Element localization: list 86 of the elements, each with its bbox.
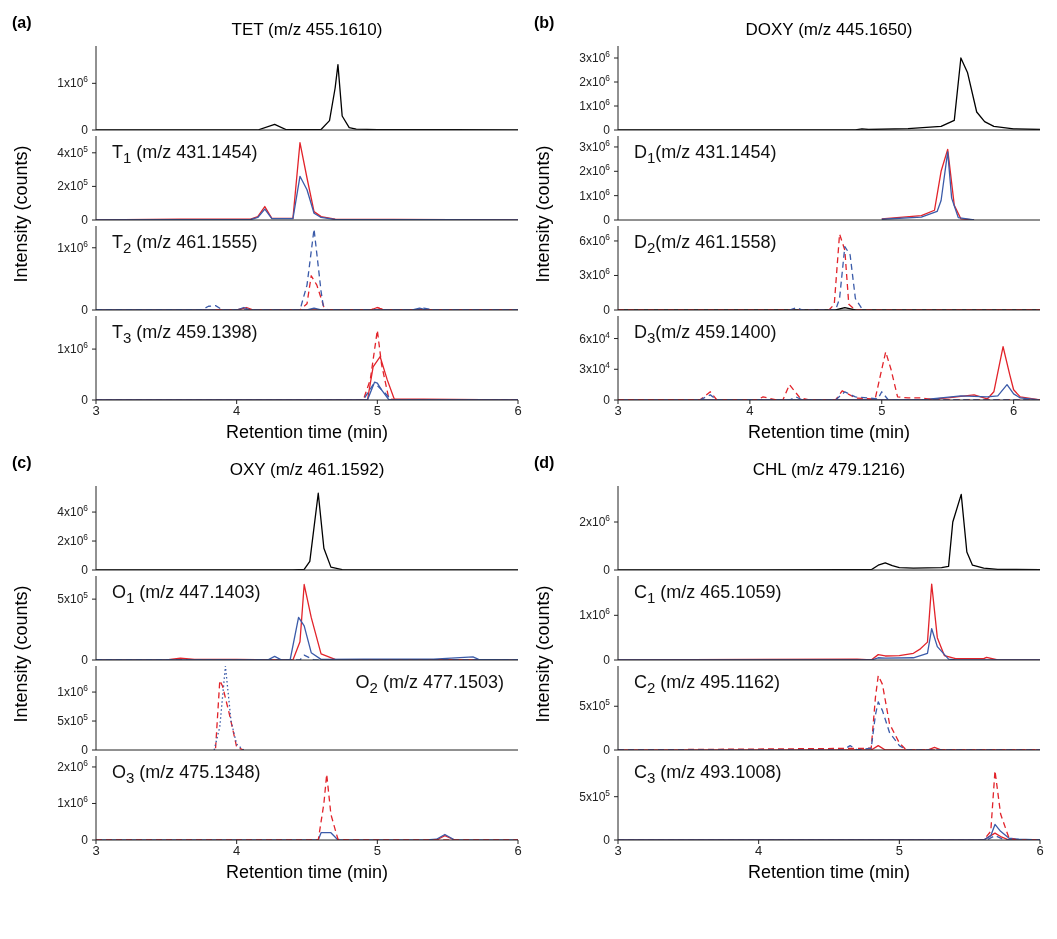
annotation: D$_{3}$(m/z 459.1400)	[634, 322, 777, 346]
y-tick-label: 5x10$^{5}$	[57, 590, 89, 607]
x-tick-label: 6	[1010, 403, 1018, 419]
y-tick-label: 5x10$^{5}$	[579, 697, 611, 714]
y-tick-label: 0	[81, 743, 89, 757]
y-axis-title: Intensity (counts)	[532, 145, 553, 283]
x-tick-label: 6	[514, 403, 522, 419]
annotation: T$_{2}$ (m/z 461.1555)	[112, 232, 258, 256]
y-tick-label: 0	[81, 833, 89, 847]
x-tick-label: 6	[1036, 843, 1044, 859]
annotation: C$_{3}$ (m/z 493.1008)	[634, 762, 782, 786]
x-tick-label: 4	[233, 403, 241, 419]
chart-title: DOXY (m/z 445.1650)	[745, 20, 913, 39]
y-tick-label: 5x10$^{5}$	[57, 712, 89, 729]
y-tick-label: 0	[81, 653, 89, 667]
x-tick-label: 4	[746, 403, 754, 419]
y-tick-label: 0	[81, 303, 89, 317]
y-tick-label: 1x10$^{6}$	[57, 74, 89, 91]
chart-title: CHL (m/z 479.1216)	[752, 460, 906, 479]
x-tick-label: 5	[373, 403, 381, 419]
y-tick-label: 1x10$^{6}$	[579, 97, 611, 113]
y-tick-label: 0	[81, 123, 89, 137]
y-tick-label: 4x10$^{6}$	[57, 503, 89, 520]
chart-title: OXY (m/z 461.1592)	[229, 460, 385, 479]
y-axis-title: Intensity (counts)	[532, 585, 553, 723]
y-tick-label: 1x10$^{6}$	[57, 238, 89, 255]
annotation: D$_{2}$(m/z 461.1558)	[634, 232, 777, 256]
y-tick-label: 0	[603, 653, 611, 667]
y-tick-label: 0	[603, 303, 611, 317]
annotation: T$_{1}$ (m/z 431.1454)	[112, 142, 258, 166]
y-tick-label: 2x10$^{6}$	[579, 513, 611, 529]
y-tick-label: 0	[603, 833, 611, 847]
y-tick-label: 2x10$^{6}$	[579, 162, 611, 179]
y-tick-label: 2x10$^{6}$	[579, 73, 611, 89]
y-tick-label: 0	[603, 563, 611, 577]
y-tick-label: 1x10$^{6}$	[579, 606, 611, 623]
y-tick-label: 0	[81, 213, 89, 227]
annotation: O$_{1}$ (m/z 447.1403)	[112, 582, 261, 606]
text: (b)	[534, 14, 555, 31]
y-tick-label: 3x10$^{6}$	[579, 266, 611, 283]
text: (d)	[534, 454, 555, 471]
x-tick-label: 6	[514, 843, 522, 859]
y-tick-label: 0	[603, 743, 611, 757]
y-tick-label: 2x10$^{6}$	[57, 532, 89, 549]
annotation: T$_{3}$ (m/z 459.1398)	[112, 322, 258, 346]
text: (c)	[12, 454, 32, 471]
x-tick-label: 3	[92, 843, 100, 859]
annotation: C$_{1}$ (m/z 465.1059)	[634, 582, 782, 606]
x-tick-label: 4	[233, 843, 241, 859]
y-tick-label: 1x10$^{6}$	[57, 340, 89, 357]
chart-title: TET (m/z 455.1610)	[231, 20, 383, 39]
x-axis-title: Retention time (min)	[747, 862, 911, 882]
y-tick-label: 6x10$^{6}$	[579, 231, 611, 248]
x-tick-label: 5	[373, 843, 381, 859]
y-tick-label: 4x10$^{5}$	[57, 143, 89, 160]
y-tick-label: 0	[603, 393, 611, 407]
x-tick-label: 5	[878, 403, 886, 419]
y-tick-label: 6x10$^{4}$	[579, 329, 611, 346]
y-tick-label: 3x10$^{6}$	[579, 137, 611, 154]
y-axis-title: Intensity (counts)	[10, 145, 31, 283]
y-axis-title: Intensity (counts)	[10, 585, 31, 723]
y-tick-label: 2x10$^{6}$	[57, 757, 89, 774]
y-tick-label: 5x10$^{5}$	[579, 787, 611, 804]
y-tick-label: 1x10$^{6}$	[579, 186, 611, 203]
annotation: O$_{3}$ (m/z 475.1348)	[112, 762, 261, 786]
x-tick-label: 3	[92, 403, 100, 419]
y-tick-label: 0	[81, 393, 89, 407]
annotation: O$_{2}$ (m/z 477.1503)	[355, 672, 504, 696]
y-tick-label: 0	[603, 123, 611, 137]
text: (a)	[12, 14, 32, 31]
y-tick-label: 1x10$^{6}$	[57, 683, 89, 700]
x-axis-title: Retention time (min)	[225, 862, 389, 882]
y-tick-label: 0	[603, 213, 611, 227]
x-tick-label: 3	[614, 403, 622, 419]
y-tick-label: 0	[81, 563, 89, 577]
annotation: C$_{2}$ (m/z 495.1162)	[634, 672, 781, 696]
x-tick-label: 3	[614, 843, 622, 859]
y-tick-label: 1x10$^{6}$	[57, 794, 89, 811]
x-tick-label: 4	[755, 843, 763, 859]
annotation: D$_{1}$(m/z 431.1454)	[634, 142, 777, 166]
y-tick-label: 2x10$^{5}$	[57, 177, 89, 194]
x-axis-title: Retention time (min)	[747, 422, 911, 442]
x-tick-label: 5	[895, 843, 903, 859]
y-tick-label: 3x10$^{6}$	[579, 49, 611, 65]
y-tick-label: 3x10$^{4}$	[579, 360, 611, 377]
x-axis-title: Retention time (min)	[225, 422, 389, 442]
